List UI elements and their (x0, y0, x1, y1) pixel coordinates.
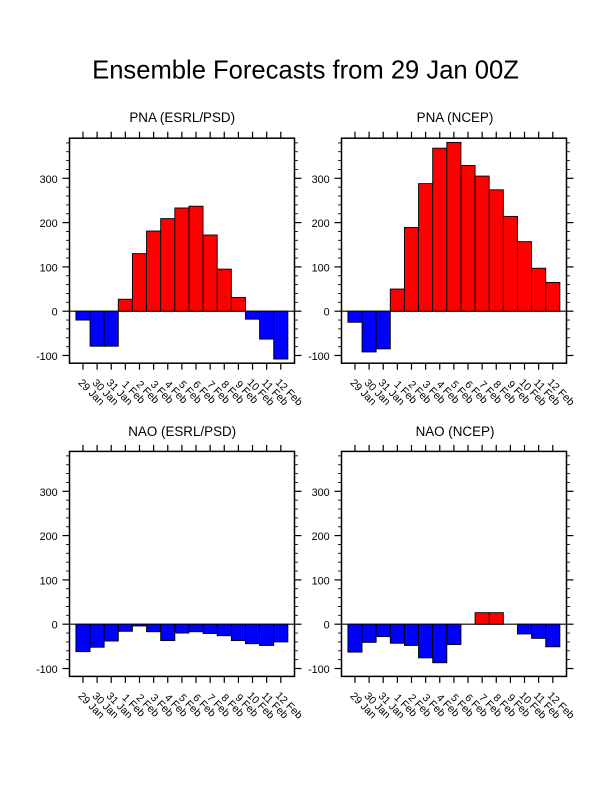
svg-text:300: 300 (312, 487, 330, 499)
svg-text:200: 200 (312, 218, 330, 230)
svg-text:100: 100 (312, 575, 330, 587)
svg-text:Ensemble Forecasts from 29 Jan: Ensemble Forecasts from 29 Jan 00Z (92, 57, 519, 85)
svg-text:100: 100 (312, 262, 330, 274)
svg-text:300: 300 (40, 174, 58, 186)
svg-text:300: 300 (312, 174, 330, 186)
svg-text:200: 200 (40, 531, 58, 543)
svg-text:-100: -100 (308, 351, 330, 363)
svg-text:-100: -100 (308, 664, 330, 676)
svg-text:0: 0 (324, 620, 330, 632)
svg-text:0: 0 (52, 620, 58, 632)
svg-text:0: 0 (52, 307, 58, 319)
svg-text:0: 0 (324, 307, 330, 319)
svg-text:300: 300 (40, 487, 58, 499)
svg-text:NAO (ESRL/PSD): NAO (ESRL/PSD) (128, 424, 236, 439)
svg-text:-100: -100 (36, 351, 58, 363)
svg-text:100: 100 (40, 575, 58, 587)
svg-text:PNA (NCEP): PNA (NCEP) (417, 110, 494, 125)
svg-text:-100: -100 (36, 664, 58, 676)
svg-text:PNA (ESRL/PSD): PNA (ESRL/PSD) (129, 110, 235, 125)
svg-text:NAO (NCEP): NAO (NCEP) (416, 424, 495, 439)
svg-text:200: 200 (40, 218, 58, 230)
svg-text:200: 200 (312, 531, 330, 543)
svg-text:100: 100 (40, 262, 58, 274)
